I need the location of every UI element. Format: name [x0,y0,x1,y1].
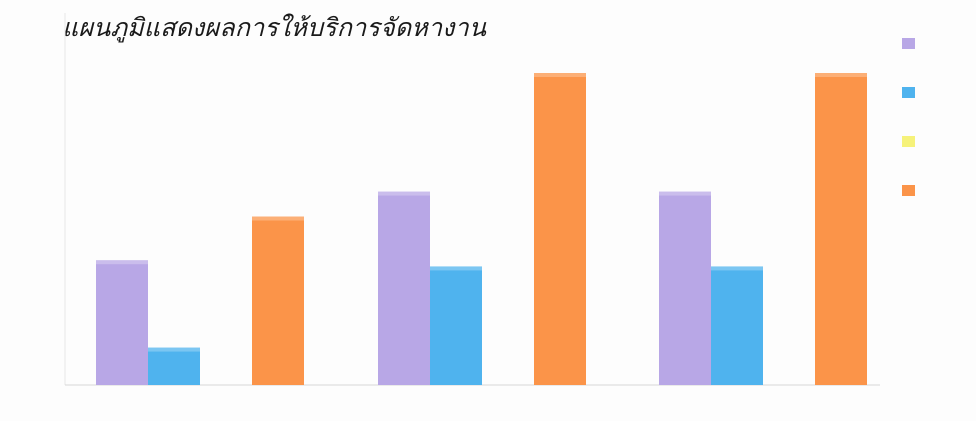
bar [378,191,430,385]
legend-swatch [902,87,915,98]
bar-highlight [96,260,148,265]
bar [711,266,763,385]
bar-highlight [815,73,867,77]
bar [148,347,200,385]
legend-swatch [902,185,915,196]
bar [430,266,482,385]
bar-highlight [430,266,482,271]
bar [252,216,304,385]
bar-highlight [711,266,763,271]
legend-swatch [902,38,915,49]
bar [96,260,148,385]
bar-highlight [378,191,430,196]
bar-highlight [659,191,711,196]
bar [659,191,711,385]
bar [534,73,586,385]
bar-highlight [252,216,304,221]
bar [815,73,867,385]
chart-title: แผนภูมิแสดงผลการให้บริการจัดหางาน [62,13,487,42]
bar-highlight [534,73,586,77]
legend-swatch [902,136,915,147]
bar-highlight [148,347,200,352]
